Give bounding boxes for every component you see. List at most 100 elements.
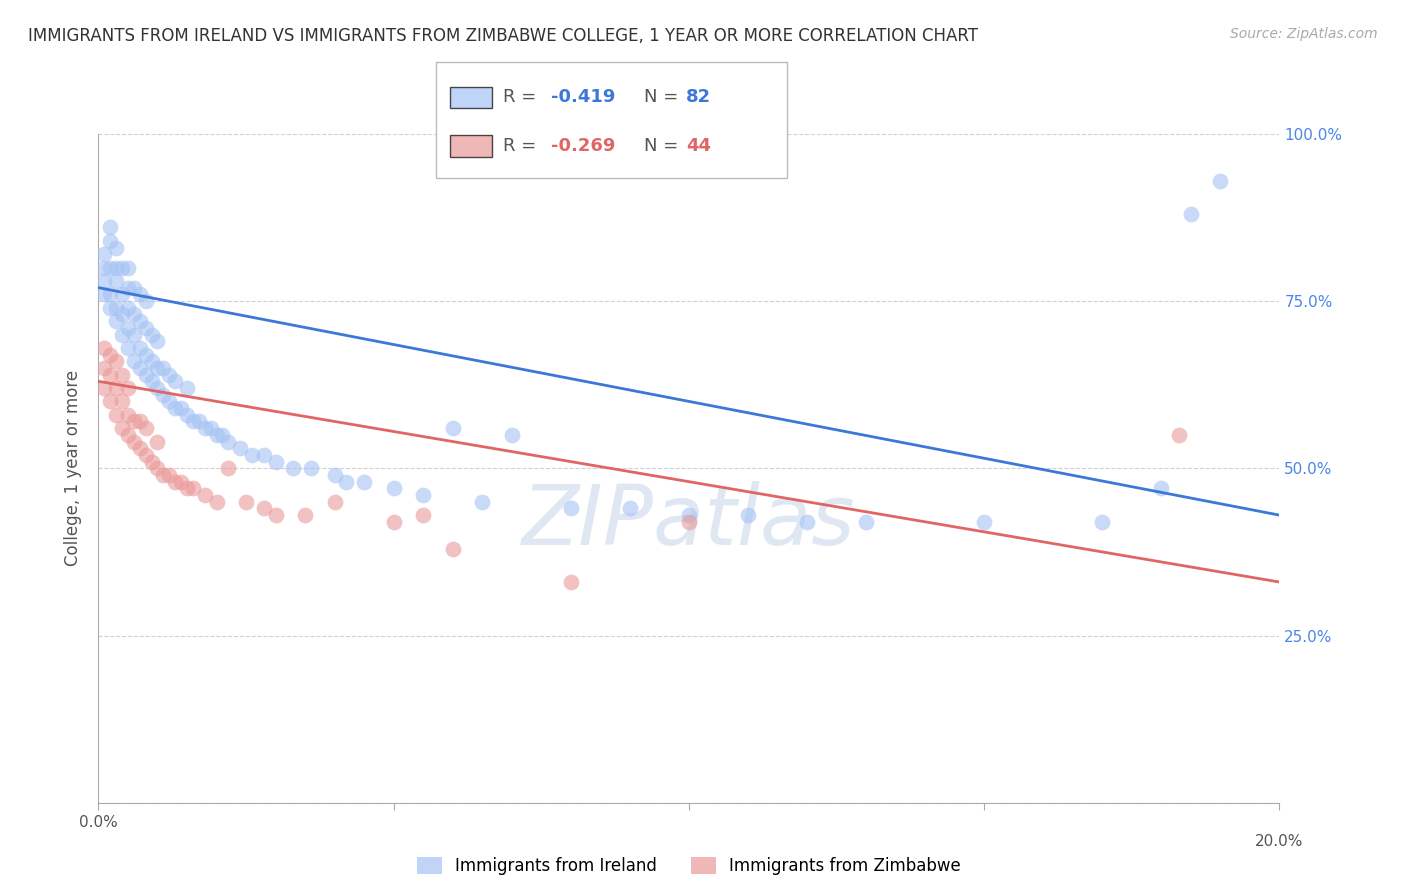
Point bbox=[98, 234, 121, 248]
Point bbox=[98, 301, 121, 315]
Point bbox=[678, 515, 700, 529]
Point bbox=[93, 274, 115, 288]
Point bbox=[264, 455, 287, 469]
Point bbox=[353, 475, 375, 489]
Point bbox=[973, 515, 995, 529]
Point bbox=[93, 260, 115, 275]
Point bbox=[619, 501, 641, 516]
Point bbox=[152, 361, 174, 376]
Point bbox=[105, 274, 128, 288]
Point bbox=[93, 361, 115, 376]
Point bbox=[111, 368, 134, 382]
Point bbox=[205, 494, 228, 508]
Point bbox=[135, 348, 157, 362]
Point bbox=[165, 475, 187, 489]
Point bbox=[105, 301, 128, 315]
Point bbox=[128, 415, 150, 429]
Point bbox=[105, 314, 128, 328]
Point bbox=[135, 421, 157, 435]
Point bbox=[1091, 515, 1114, 529]
Point bbox=[796, 515, 818, 529]
Point bbox=[382, 482, 405, 496]
Point bbox=[170, 475, 193, 489]
Point bbox=[105, 408, 128, 422]
Point bbox=[122, 307, 145, 322]
Point bbox=[141, 375, 163, 389]
Point bbox=[560, 575, 582, 590]
Point bbox=[111, 287, 134, 301]
Point bbox=[165, 401, 187, 416]
Point bbox=[152, 468, 174, 483]
Point bbox=[105, 241, 128, 255]
Point bbox=[146, 334, 169, 349]
Point bbox=[283, 461, 305, 475]
Point bbox=[217, 434, 239, 449]
Point bbox=[1209, 173, 1232, 188]
Point bbox=[412, 508, 434, 523]
Point bbox=[111, 421, 134, 435]
Point bbox=[187, 415, 209, 429]
Point bbox=[323, 494, 346, 508]
Point bbox=[98, 394, 121, 409]
Point bbox=[105, 381, 128, 395]
Point bbox=[135, 321, 157, 335]
Point bbox=[441, 421, 464, 435]
Point bbox=[264, 508, 287, 523]
Point bbox=[122, 354, 145, 368]
Point bbox=[128, 361, 150, 376]
Text: Source: ZipAtlas.com: Source: ZipAtlas.com bbox=[1230, 27, 1378, 41]
Point bbox=[211, 428, 233, 442]
Point bbox=[235, 494, 257, 508]
Point bbox=[335, 475, 357, 489]
Point bbox=[855, 515, 877, 529]
Legend: Immigrants from Ireland, Immigrants from Zimbabwe: Immigrants from Ireland, Immigrants from… bbox=[411, 850, 967, 881]
Point bbox=[141, 327, 163, 342]
Point bbox=[1168, 428, 1191, 442]
Y-axis label: College, 1 year or more: College, 1 year or more bbox=[65, 370, 83, 566]
Point bbox=[152, 388, 174, 402]
Point bbox=[105, 260, 128, 275]
Point bbox=[205, 428, 228, 442]
Point bbox=[560, 501, 582, 516]
Point bbox=[117, 321, 139, 335]
Point bbox=[117, 301, 139, 315]
Text: IMMIGRANTS FROM IRELAND VS IMMIGRANTS FROM ZIMBABWE COLLEGE, 1 YEAR OR MORE CORR: IMMIGRANTS FROM IRELAND VS IMMIGRANTS FR… bbox=[28, 27, 979, 45]
Text: R =: R = bbox=[503, 137, 543, 155]
Text: N =: N = bbox=[644, 88, 683, 106]
Point bbox=[165, 375, 187, 389]
Point bbox=[737, 508, 759, 523]
Point bbox=[299, 461, 322, 475]
Point bbox=[122, 281, 145, 295]
Point bbox=[117, 281, 139, 295]
Point bbox=[181, 415, 204, 429]
Point bbox=[93, 287, 115, 301]
Point bbox=[194, 421, 217, 435]
Point bbox=[98, 220, 121, 235]
Point bbox=[412, 488, 434, 502]
Point bbox=[117, 408, 139, 422]
Point bbox=[128, 442, 150, 456]
Point bbox=[111, 260, 134, 275]
Text: 44: 44 bbox=[686, 137, 711, 155]
Point bbox=[98, 260, 121, 275]
Point bbox=[441, 541, 464, 556]
Point bbox=[141, 455, 163, 469]
Text: R =: R = bbox=[503, 88, 543, 106]
Point bbox=[117, 381, 139, 395]
Text: 82: 82 bbox=[686, 88, 711, 106]
Point bbox=[141, 354, 163, 368]
Point bbox=[135, 368, 157, 382]
Point bbox=[93, 247, 115, 261]
Point bbox=[1180, 207, 1202, 221]
Point bbox=[170, 401, 193, 416]
Point bbox=[217, 461, 239, 475]
Point bbox=[128, 287, 150, 301]
Point bbox=[146, 361, 169, 376]
Point bbox=[176, 408, 198, 422]
Point bbox=[181, 482, 204, 496]
Point bbox=[117, 260, 139, 275]
Point bbox=[122, 434, 145, 449]
Text: -0.419: -0.419 bbox=[551, 88, 616, 106]
Text: N =: N = bbox=[644, 137, 683, 155]
Point bbox=[294, 508, 316, 523]
